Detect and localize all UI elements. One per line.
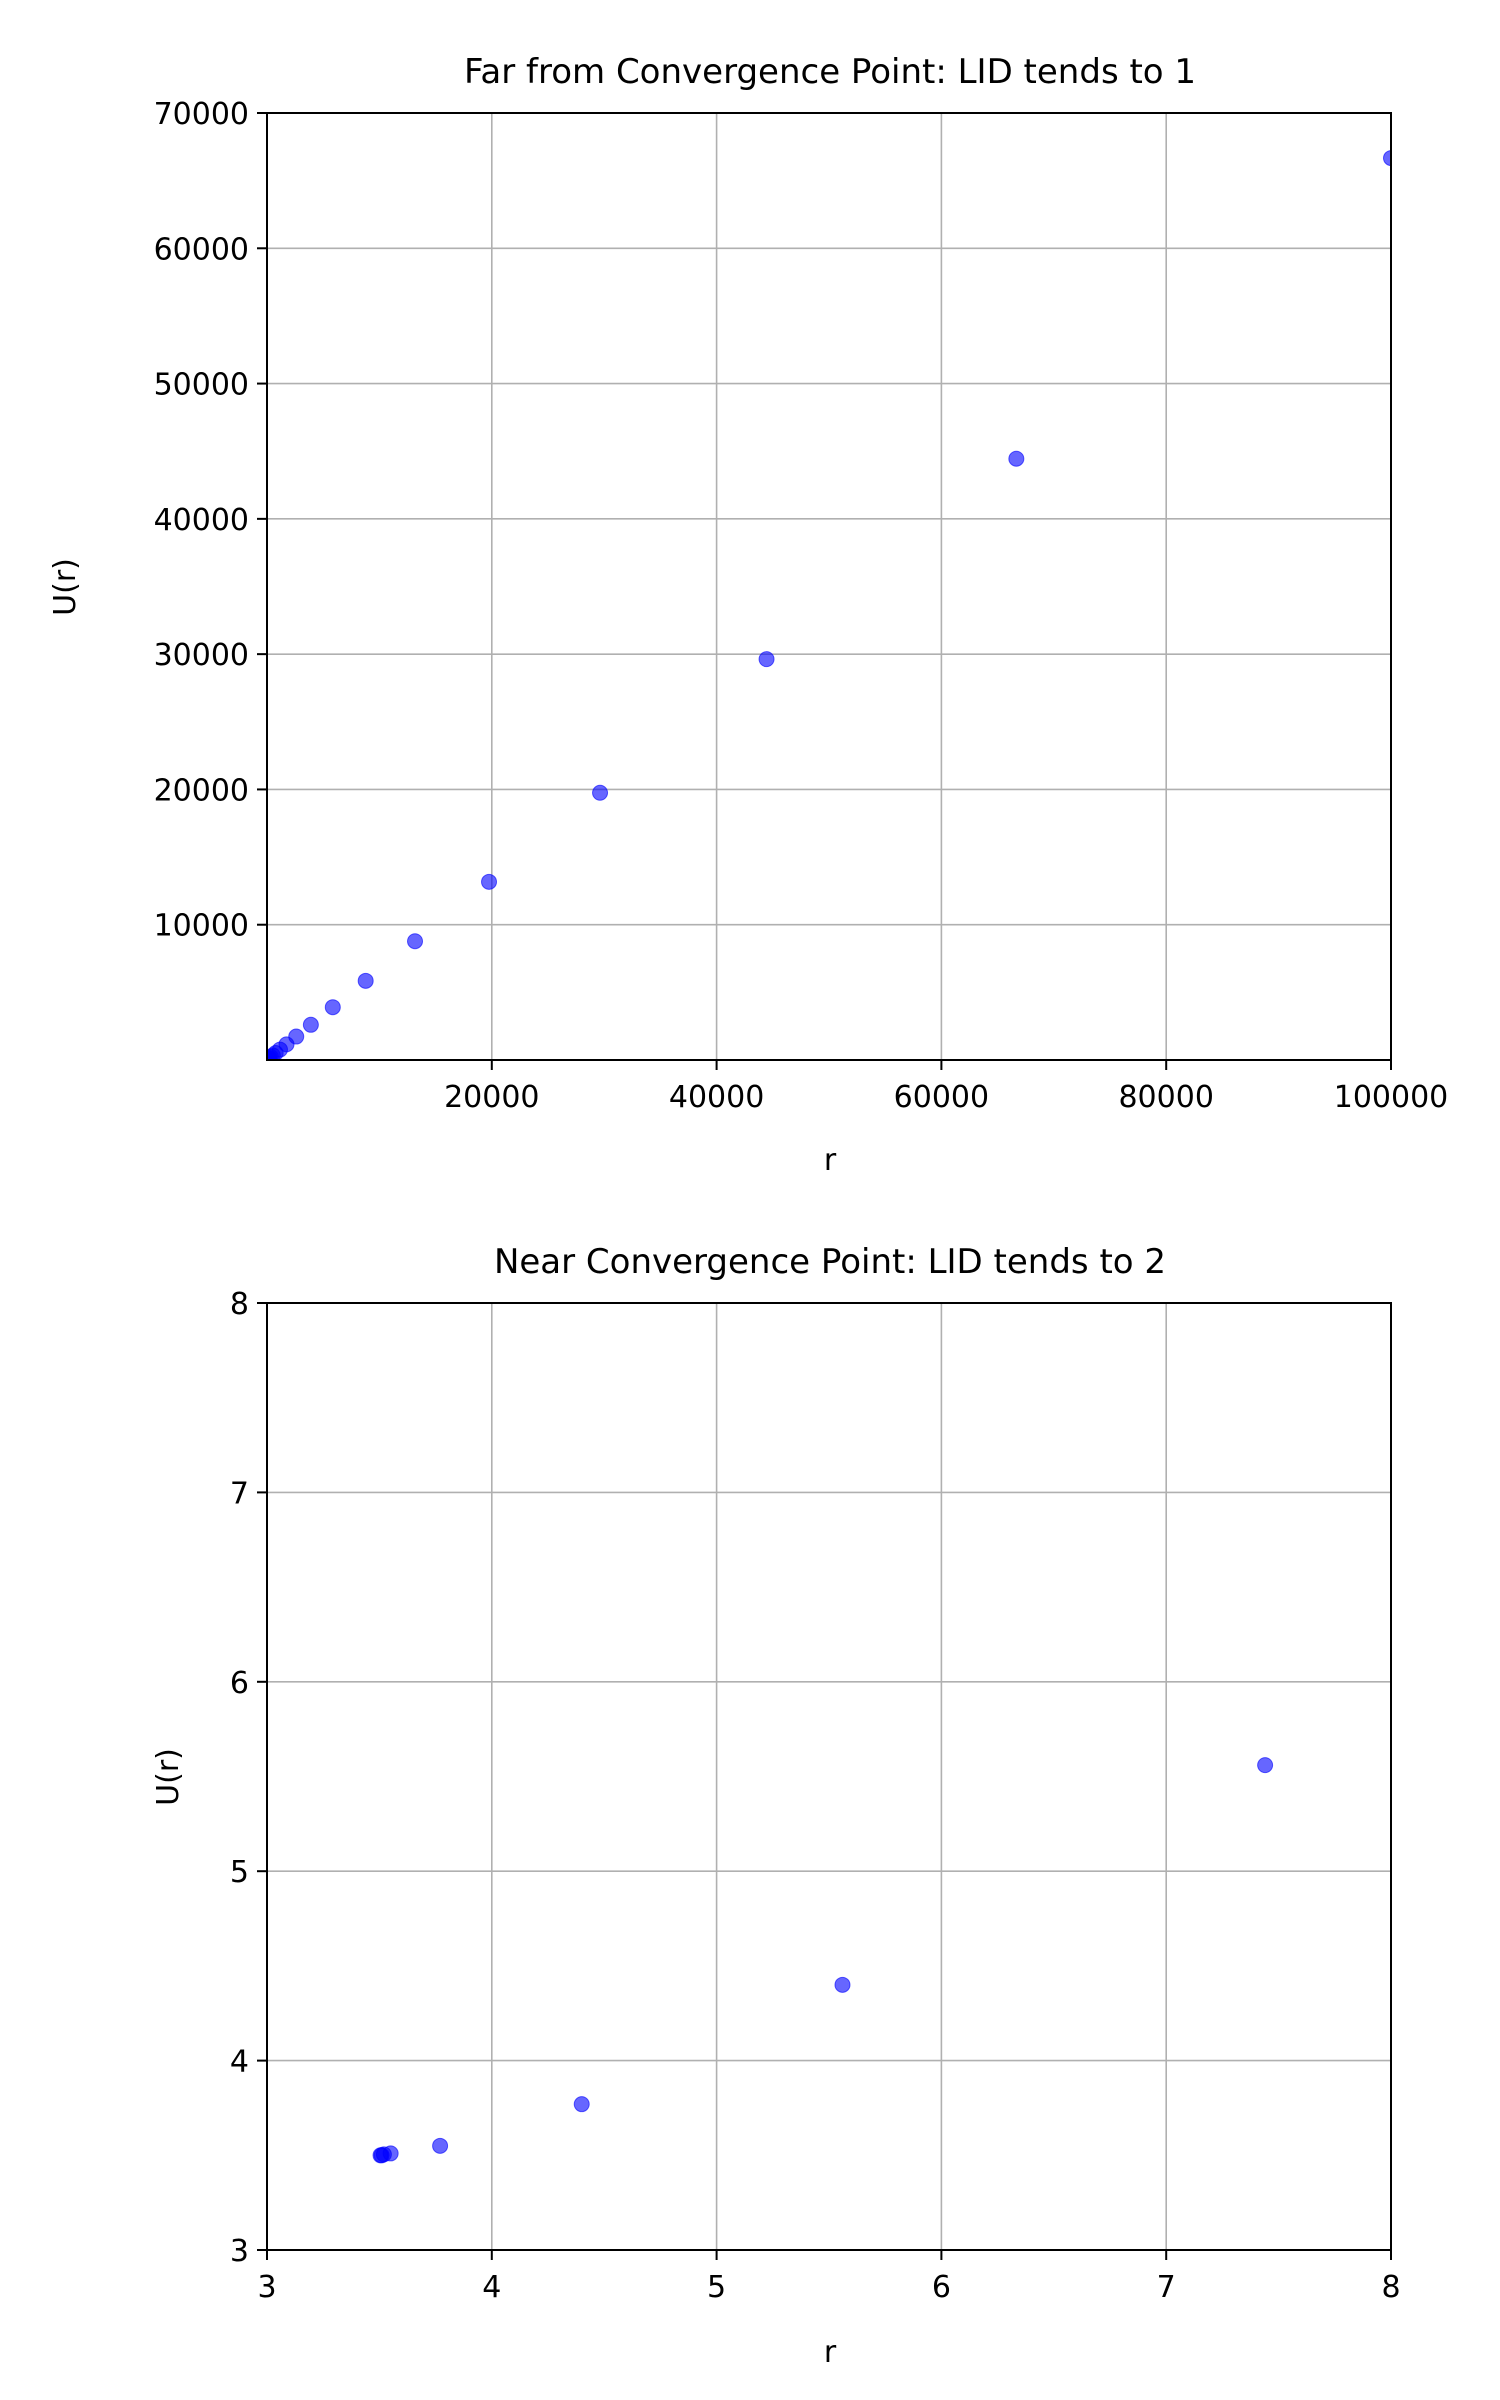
plot-far: Far from Convergence Point: LID tends to… — [48, 52, 1448, 1178]
data-point — [372, 2147, 389, 2164]
data-points — [267, 150, 1391, 1060]
data-point — [834, 1976, 851, 1993]
data-point — [1383, 150, 1391, 167]
x-tick-label: 7 — [1157, 2270, 1176, 2305]
data-point — [592, 784, 609, 801]
data-points — [372, 1757, 1274, 2164]
x-tick-label: 40000 — [669, 1080, 764, 1115]
data-point — [481, 873, 498, 890]
y-axis-label: U(r) — [48, 558, 83, 616]
y-tick-label: 4 — [230, 2045, 249, 2080]
x-tick-label: 3 — [257, 2270, 276, 2305]
data-point — [302, 1016, 319, 1033]
chart-title: Far from Convergence Point: LID tends to… — [464, 52, 1196, 92]
y-tick-label: 8 — [230, 1287, 249, 1322]
y-tick-label: 40000 — [154, 503, 249, 538]
y-tick-label: 5 — [230, 1855, 249, 1890]
data-point — [357, 972, 374, 989]
x-tick-label: 60000 — [894, 1080, 989, 1115]
x-tick-label: 4 — [482, 2270, 501, 2305]
y-tick-label: 7 — [230, 1476, 249, 1511]
y-tick-label: 3 — [230, 2234, 249, 2269]
x-tick-label: 20000 — [444, 1080, 539, 1115]
x-tick-label: 5 — [707, 2270, 726, 2305]
data-point — [324, 999, 341, 1016]
data-point — [432, 2137, 449, 2154]
x-tick-label: 100000 — [1334, 1080, 1449, 1115]
data-point — [1008, 450, 1025, 467]
plot-near: Near Convergence Point: LID tends to 2 r… — [151, 1242, 1401, 2370]
x-tick-label: 8 — [1381, 2270, 1400, 2305]
x-axis-label: r — [824, 1143, 837, 1178]
data-point — [573, 2096, 590, 2113]
plot-frame — [266, 1302, 1392, 2251]
y-tick-label: 10000 — [154, 909, 249, 944]
data-point — [407, 933, 424, 950]
y-tick-label: 60000 — [154, 232, 249, 267]
x-tick-label: 6 — [932, 2270, 951, 2305]
y-tick-label: 20000 — [154, 773, 249, 808]
data-point — [758, 651, 775, 668]
y-tick-label: 50000 — [154, 368, 249, 403]
x-tick-label: 80000 — [1118, 1080, 1213, 1115]
y-tick-label: 30000 — [154, 638, 249, 673]
plot-frame — [266, 112, 1392, 1061]
x-axis-label: r — [824, 2335, 837, 2370]
y-tick-label: 70000 — [154, 97, 249, 132]
y-tick-label: 6 — [230, 1666, 249, 1701]
data-point — [1257, 1757, 1274, 1774]
chart-title: Near Convergence Point: LID tends to 2 — [494, 1242, 1166, 1282]
y-axis-label: U(r) — [151, 1748, 186, 1806]
